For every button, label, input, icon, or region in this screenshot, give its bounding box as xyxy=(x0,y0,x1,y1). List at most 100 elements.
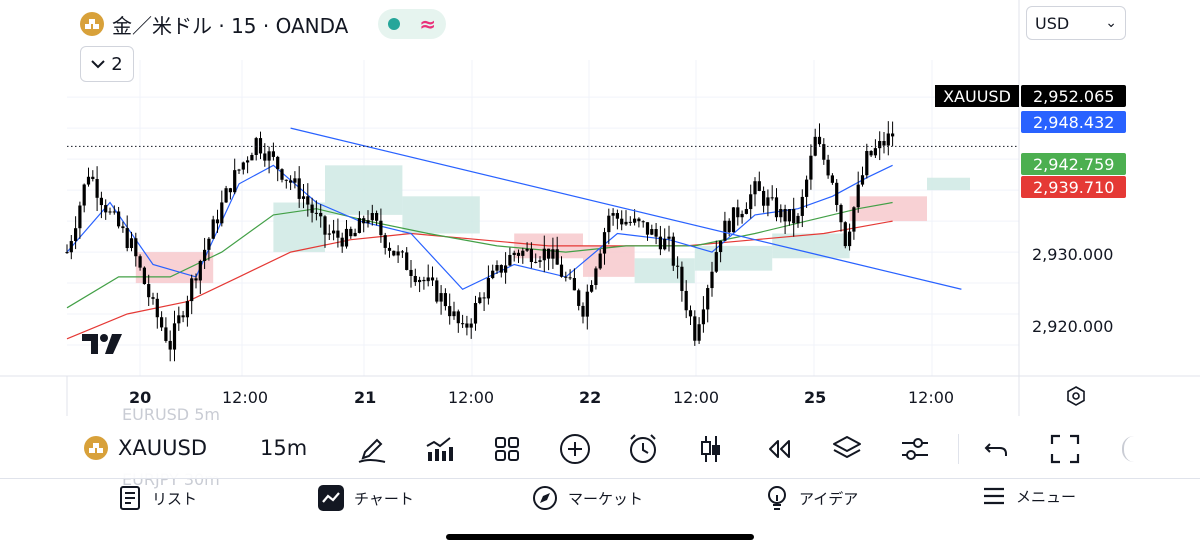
time-axis-label: 12:00 xyxy=(448,388,495,407)
candle-body xyxy=(848,231,852,247)
chart-overlays xyxy=(67,127,1019,290)
home-indicator xyxy=(446,534,754,540)
candle-body xyxy=(637,218,641,222)
nav-ideas[interactable]: アイデア xyxy=(765,485,858,511)
candle-body xyxy=(736,207,740,218)
candle-body xyxy=(740,213,744,218)
candle-body xyxy=(349,228,353,237)
trendline xyxy=(290,127,962,290)
candle-body xyxy=(465,323,469,328)
candle-body xyxy=(581,305,585,317)
candle-body xyxy=(104,205,108,213)
candle-body xyxy=(413,275,417,283)
candle-body xyxy=(353,232,357,237)
compass-icon xyxy=(533,486,557,510)
candle-body xyxy=(379,220,383,236)
symbol-price-tag: XAUUSD xyxy=(935,85,1019,107)
cloud-segment-bull xyxy=(402,196,480,234)
candle-body xyxy=(779,209,783,218)
candle-body xyxy=(151,297,155,299)
candle-body xyxy=(323,216,327,235)
chart-grid xyxy=(0,0,1200,416)
alert-clock-icon[interactable] xyxy=(626,432,660,466)
candle-body xyxy=(547,248,551,259)
candle-body xyxy=(108,211,112,213)
candle-body xyxy=(650,229,654,235)
collapse-indicators-button[interactable]: 2 xyxy=(80,46,134,82)
candle-body xyxy=(835,182,839,205)
candle-body xyxy=(224,188,228,203)
candle-body xyxy=(529,248,533,262)
candle-body xyxy=(327,233,331,235)
candle-body xyxy=(134,238,138,257)
candle-body xyxy=(138,256,142,268)
candle-body xyxy=(727,220,731,233)
symbol-header[interactable]: 金／米ドル · 15 · OANDA xyxy=(80,8,348,40)
candle-body xyxy=(607,215,611,233)
currency-selector[interactable]: USD ⌄ xyxy=(1026,6,1126,40)
candle-body xyxy=(766,197,770,206)
candle-body xyxy=(435,280,439,302)
candle-body xyxy=(499,265,503,273)
nav-list[interactable]: リスト xyxy=(118,485,197,511)
candle-body xyxy=(78,205,82,229)
candle-body xyxy=(426,277,430,282)
draw-pen-icon[interactable] xyxy=(355,432,389,466)
candle-body xyxy=(362,218,366,224)
candle-body xyxy=(456,311,460,324)
symbol-title: 金／米ドル · 15 · OANDA xyxy=(112,13,349,38)
cloud-segment-bull xyxy=(325,165,403,215)
candle-body xyxy=(258,138,263,154)
layers-icon[interactable] xyxy=(830,432,864,466)
indicator-count: 2 xyxy=(111,53,123,75)
candle-body xyxy=(774,197,779,218)
undo-icon[interactable] xyxy=(980,432,1014,466)
candle-body xyxy=(753,181,757,195)
add-icon[interactable] xyxy=(558,432,592,466)
candle-body xyxy=(95,179,99,198)
toolbar-interval[interactable]: 15m xyxy=(260,436,308,460)
candle-body xyxy=(409,269,413,276)
candle-body xyxy=(112,211,116,213)
candle-body xyxy=(869,151,873,156)
nav-market[interactable]: マーケット xyxy=(532,485,643,511)
candle-body xyxy=(783,209,787,222)
candle-body xyxy=(203,249,207,261)
nav-menu-label: メニュー xyxy=(1016,487,1077,506)
layouts-icon[interactable] xyxy=(490,432,524,466)
candle-body xyxy=(538,260,542,262)
toolbar-symbol[interactable]: XAUUSD xyxy=(84,436,207,460)
candle-body xyxy=(177,315,181,324)
candle-body xyxy=(719,240,723,253)
more-tools-hint[interactable] xyxy=(1122,436,1134,462)
candle-body xyxy=(594,268,598,286)
candle-body xyxy=(645,222,650,235)
candle-body xyxy=(770,197,774,199)
candle-body xyxy=(654,229,658,237)
replay-icon[interactable] xyxy=(762,432,796,466)
time-axis-label: 20 xyxy=(129,388,152,407)
candle-body xyxy=(620,218,624,225)
candle-body xyxy=(701,309,705,325)
candle-body xyxy=(628,221,632,223)
candle-body xyxy=(160,317,164,328)
toolbar-symbol-label: XAUUSD xyxy=(118,436,207,460)
chart-settings-button[interactable] xyxy=(1064,384,1088,412)
nav-chart[interactable]: チャート xyxy=(318,485,414,511)
market-status-pill[interactable]: ≈ xyxy=(378,9,446,39)
fullscreen-icon[interactable] xyxy=(1048,432,1082,466)
candle-body xyxy=(572,278,576,291)
candle-body xyxy=(830,175,834,183)
indicators-icon[interactable] xyxy=(422,432,456,466)
candle-body xyxy=(301,196,306,199)
candle-body xyxy=(172,323,177,350)
candle-style-icon[interactable] xyxy=(694,432,728,466)
candle-body xyxy=(366,220,370,224)
candle-body xyxy=(185,301,189,318)
nav-menu[interactable]: メニュー xyxy=(982,485,1076,507)
candle-body xyxy=(439,293,443,302)
settings-sliders-icon[interactable] xyxy=(898,432,932,466)
candle-body xyxy=(792,209,796,224)
candle-body xyxy=(525,248,529,251)
